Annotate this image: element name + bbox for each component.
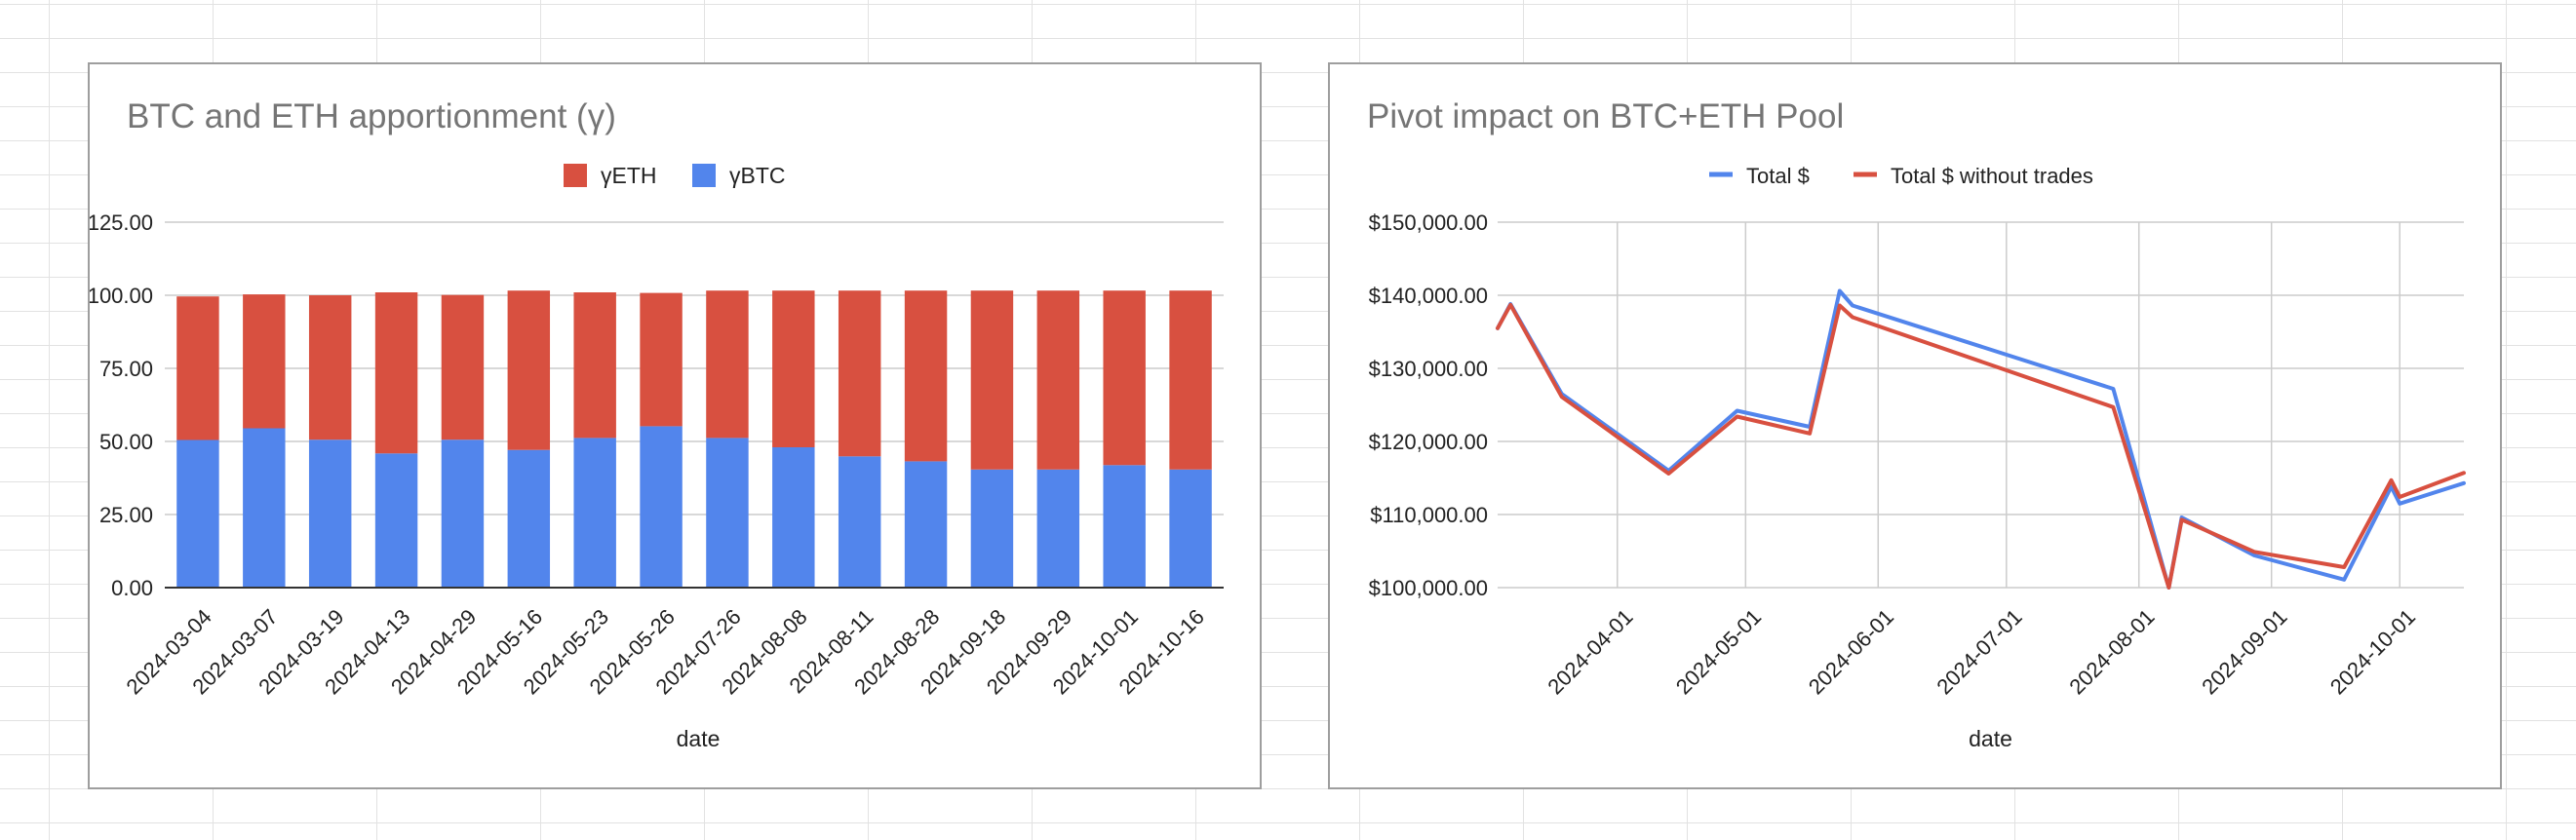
- bar-eth: [308, 295, 352, 440]
- x-tick-label: 2024-05-01: [1671, 604, 1766, 699]
- bar-eth: [1169, 290, 1212, 470]
- y-tick-label: 75.00: [99, 357, 153, 381]
- x-axis-title: date: [1969, 726, 2012, 751]
- bar-btc: [772, 447, 815, 588]
- bar-btc: [706, 438, 749, 588]
- bar-eth: [640, 292, 683, 427]
- y-tick-label: $150,000.00: [1369, 210, 1488, 235]
- legend-swatch: [564, 164, 587, 187]
- x-axis-title: date: [677, 726, 721, 751]
- bar-btc: [573, 438, 616, 588]
- legend-label: γBTC: [729, 163, 786, 188]
- legend-label: Total $ without trades: [1891, 164, 2093, 188]
- bar-btc: [640, 426, 683, 588]
- x-tick-label: 2024-04-01: [1542, 604, 1637, 699]
- apportionment-chart: 0.0025.0050.0075.00100.00125.002024-03-0…: [88, 163, 1224, 751]
- series-line: [1496, 302, 2466, 590]
- pivot-impact-chart-panel[interactable]: Pivot impact on BTC+ETH Pool $100,000.00…: [1328, 62, 2502, 789]
- series-line: [1496, 288, 2466, 590]
- bar-eth: [904, 290, 948, 462]
- bar-btc: [441, 439, 485, 588]
- bar-eth: [441, 294, 485, 440]
- y-tick-label: 25.00: [99, 503, 153, 527]
- bar-eth: [706, 290, 749, 439]
- bar-eth: [176, 296, 219, 440]
- bar-btc: [374, 453, 418, 588]
- x-tick-label: 2024-08-01: [2064, 604, 2159, 699]
- bar-btc: [507, 449, 551, 588]
- x-tick-label: 2024-10-01: [2325, 604, 2420, 699]
- bar-eth: [970, 290, 1014, 470]
- y-tick-label: 0.00: [111, 576, 153, 600]
- x-tick-label: 2024-09-01: [2197, 604, 2291, 699]
- bar-eth: [374, 292, 418, 454]
- pivot-impact-chart-title: Pivot impact on BTC+ETH Pool: [1367, 97, 1845, 135]
- y-tick-label: $120,000.00: [1369, 430, 1488, 454]
- y-tick-label: 50.00: [99, 430, 153, 454]
- bar-btc: [176, 439, 219, 588]
- legend-label: γETH: [601, 163, 657, 188]
- y-tick-label: $110,000.00: [1370, 503, 1488, 527]
- bar-btc: [904, 461, 948, 588]
- bar-eth: [1103, 290, 1146, 466]
- bar-btc: [1169, 469, 1212, 588]
- y-tick-label: 125.00: [90, 210, 153, 235]
- y-tick-label: $130,000.00: [1369, 357, 1488, 381]
- bar-btc: [308, 439, 352, 588]
- bar-eth: [507, 290, 551, 450]
- y-tick-label: $140,000.00: [1369, 284, 1488, 308]
- bar-eth: [573, 292, 616, 439]
- bar-btc: [1103, 465, 1146, 588]
- bar-eth: [243, 294, 286, 429]
- apportionment-chart-title: BTC and ETH apportionment (γ): [127, 97, 616, 135]
- pivot-impact-chart: $100,000.00 $110,000.00 $120,000.00 $130,00…: [1369, 164, 2466, 751]
- x-tick-label: 2024-06-01: [1804, 604, 1898, 699]
- bar-btc: [970, 469, 1014, 588]
- x-tick-label: 2024-07-01: [1932, 604, 2026, 699]
- bar-eth: [838, 290, 881, 457]
- legend-swatch: [692, 164, 716, 187]
- bar-btc: [243, 428, 286, 588]
- bar-btc: [838, 456, 881, 588]
- bar-eth: [1036, 290, 1080, 470]
- bar-eth: [772, 290, 815, 447]
- legend-label: Total $: [1746, 164, 1810, 188]
- bar-btc: [1036, 469, 1080, 588]
- y-tick-label: 100.00: [90, 284, 153, 308]
- apportionment-chart-panel[interactable]: BTC and ETH apportionment (γ) 0.00 25.00 5…: [88, 62, 1262, 789]
- y-tick-label: $100,000.00: [1369, 576, 1488, 600]
